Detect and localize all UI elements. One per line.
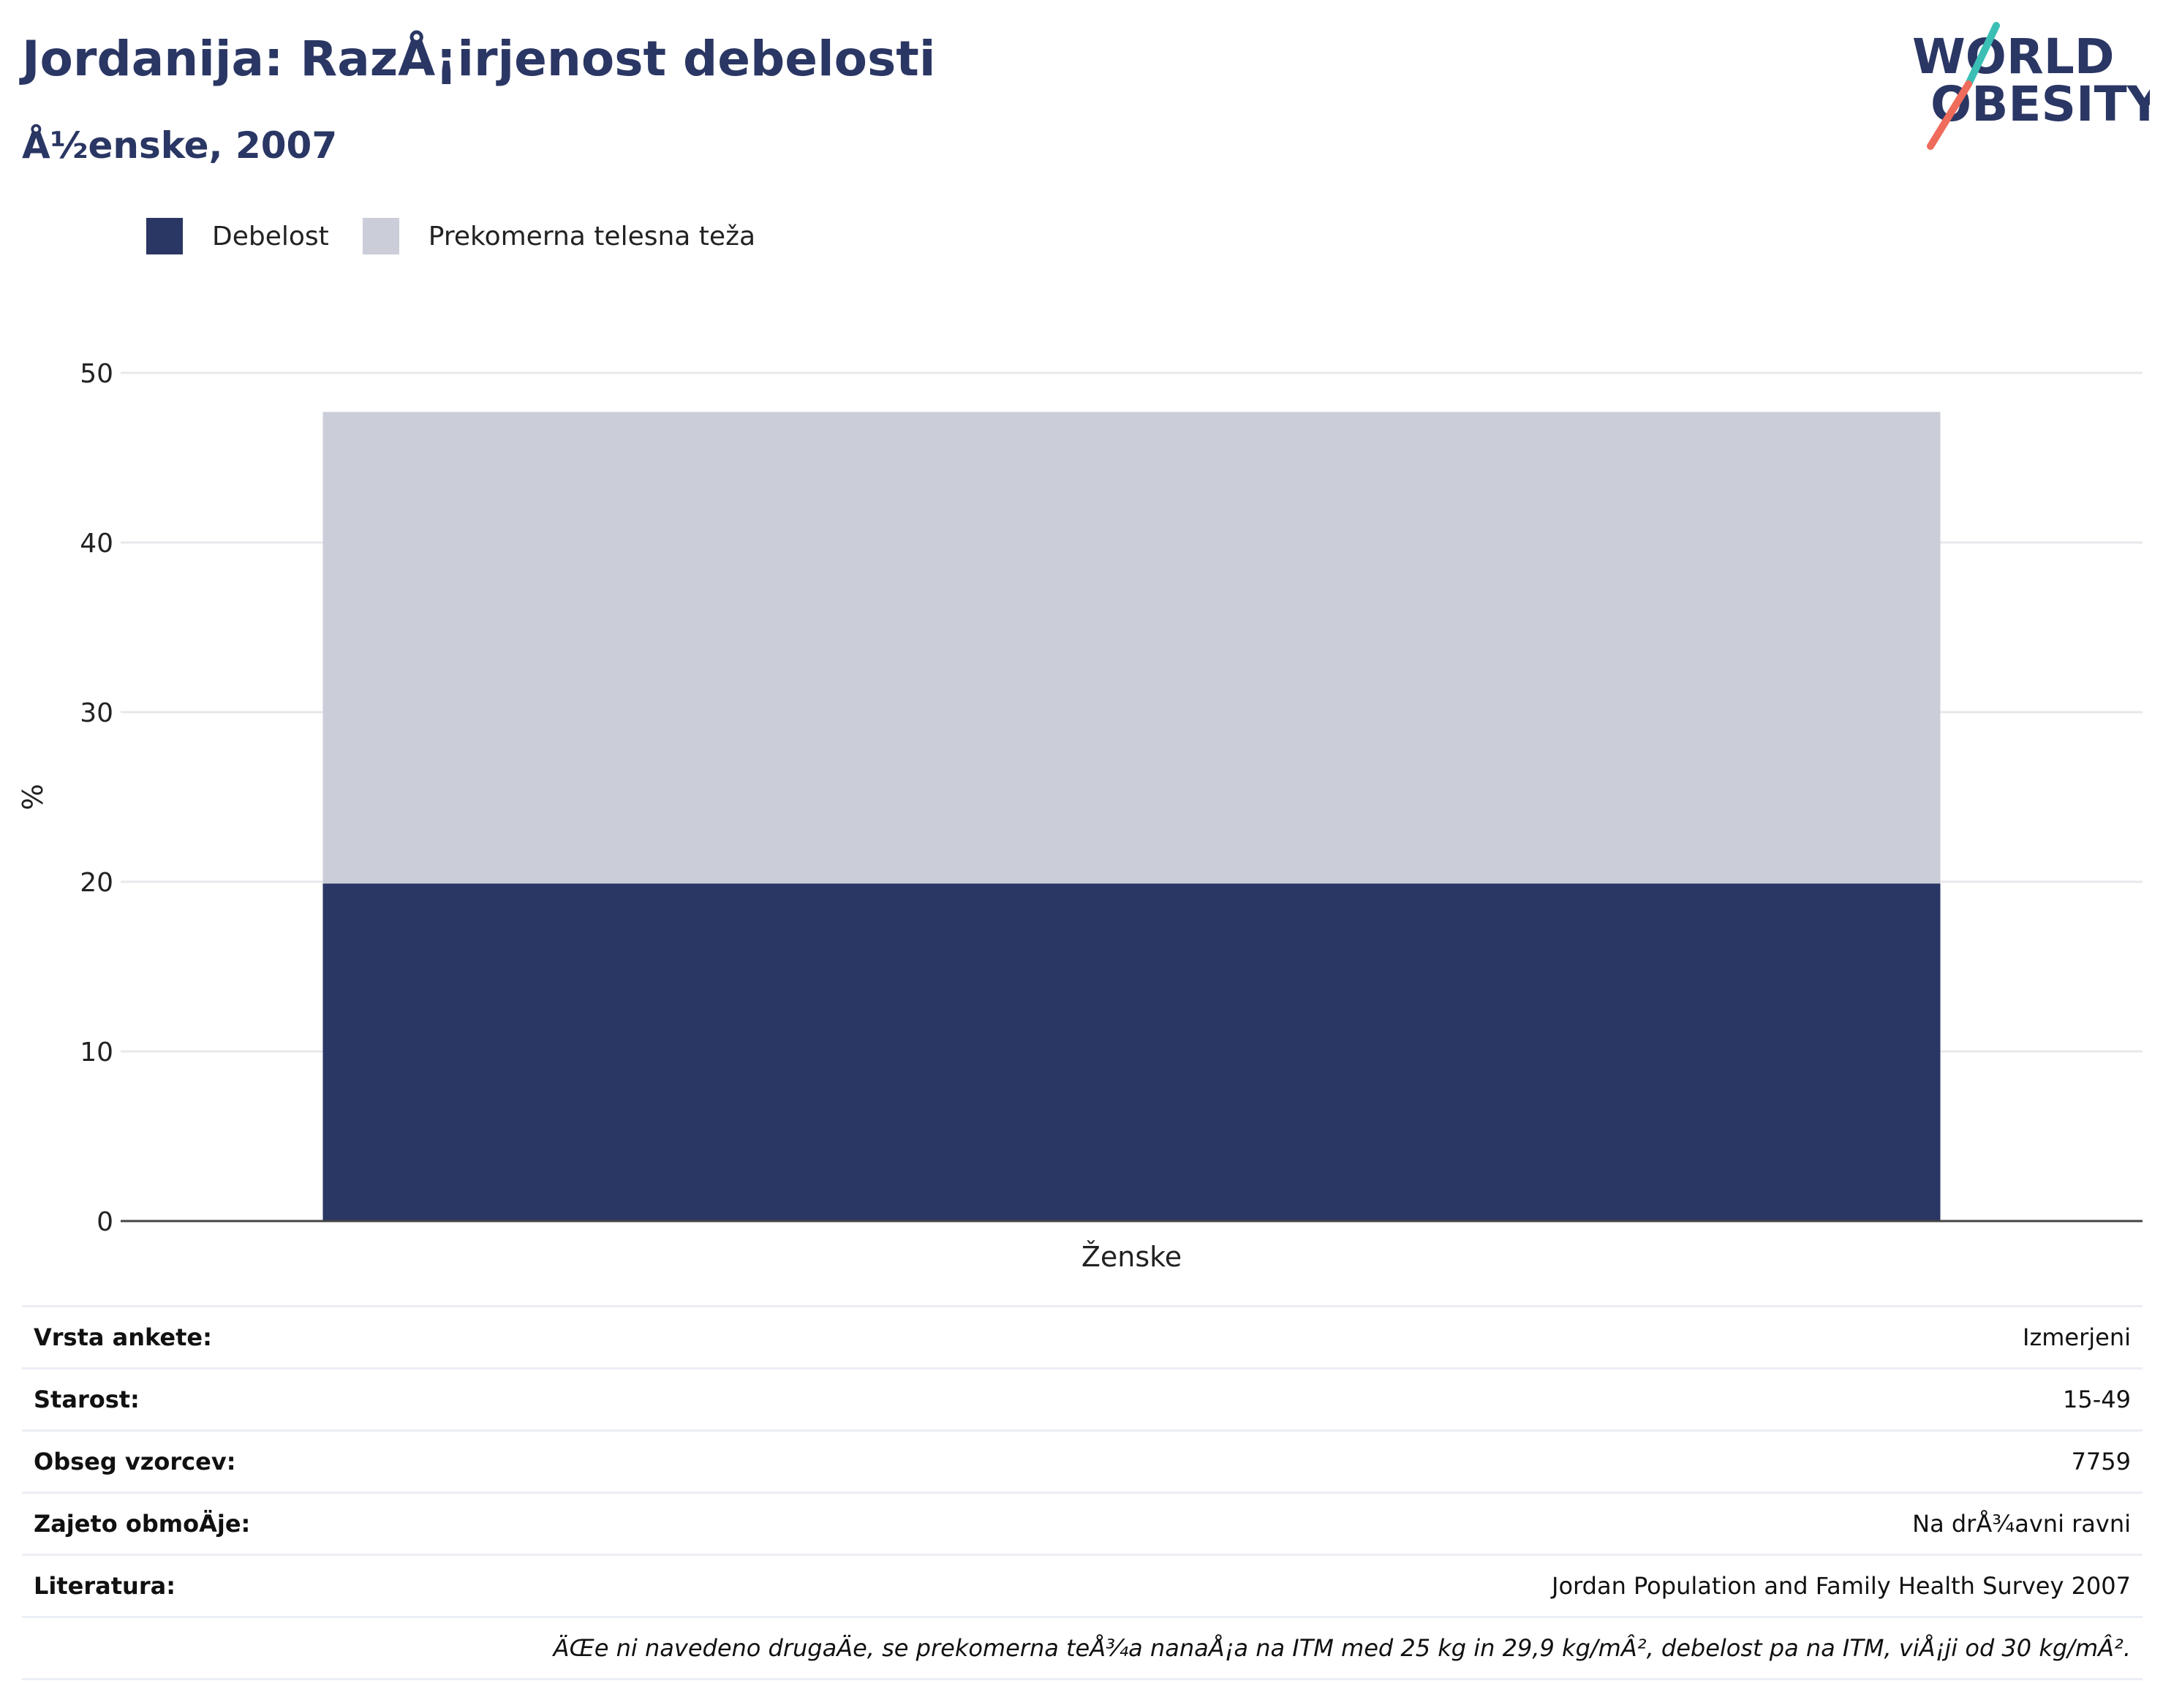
stacked-bar-chart: 0 10 20 30 40 50 Ženske % — [17, 359, 2143, 1272]
survey-info-table: Vrsta ankete: Izmerjeni Starost: 15-49 O… — [22, 1305, 2143, 1680]
chart-subtitle: Å½enske, 2007 — [22, 124, 338, 167]
info-label: Zajeto obmoÄje: — [22, 1492, 627, 1555]
legend-label-overweight: Prekomerna telesna teža — [428, 221, 756, 252]
info-value: Izmerjeni — [626, 1305, 2143, 1369]
chart-title: Jordanija: RazÅ¡irjenost debelosti — [22, 31, 936, 87]
logo-line-1: WORLD — [1912, 29, 2115, 85]
info-value: Jordan Population and Family Health Surv… — [626, 1554, 2143, 1617]
info-value: 7759 — [626, 1429, 2143, 1493]
y-tick-label: 40 — [80, 529, 113, 559]
legend-swatch-obesity — [146, 218, 183, 254]
legend-item-overweight[interactable]: Prekomerna telesna teža — [362, 218, 756, 254]
legend-label-obesity: Debelost — [212, 221, 329, 252]
info-label: Literatura: — [22, 1554, 627, 1617]
info-row-age: Starost: 15-49 — [22, 1367, 2143, 1431]
y-axis-label: % — [17, 784, 49, 810]
info-row-area-covered: Zajeto obmoÄje: Na drÅ¾avni ravni — [22, 1492, 2143, 1555]
bar-segment-overweight[interactable] — [322, 412, 1941, 884]
y-tick-label: 30 — [80, 698, 113, 728]
bar-segment-obesity[interactable] — [322, 883, 1941, 1221]
legend-swatch-overweight — [362, 218, 399, 254]
info-label: Obseg vzorcev: — [22, 1429, 627, 1493]
info-label: Starost: — [22, 1367, 627, 1431]
definition-note: ÄŒe ni navedeno drugaÄe, se prekomerna t… — [22, 1616, 2143, 1680]
world-obesity-logo: WORLD OBESITY — [1912, 22, 2150, 150]
logo-line-2: OBESITY — [1930, 76, 2150, 132]
x-tick-label: Ženske — [1082, 1241, 1182, 1272]
info-row-note: ÄŒe ni navedeno drugaÄe, se prekomerna t… — [22, 1616, 2143, 1680]
info-row-reference: Literatura: Jordan Population and Family… — [22, 1554, 2143, 1617]
info-row-sample-size: Obseg vzorcev: 7759 — [22, 1429, 2143, 1493]
info-label: Vrsta ankete: — [22, 1305, 627, 1369]
info-value: 15-49 — [626, 1367, 2143, 1431]
y-tick-label: 10 — [80, 1038, 113, 1068]
axis-layer: 0 10 20 30 40 50 Ženske — [80, 359, 2143, 1272]
y-tick-label: 50 — [80, 359, 113, 389]
chart-legend: Debelost Prekomerna telesna teža — [146, 216, 789, 257]
bar-layer — [322, 412, 1941, 1221]
y-tick-label: 20 — [80, 868, 113, 898]
legend-item-obesity[interactable]: Debelost — [146, 218, 329, 254]
info-value: Na drÅ¾avni ravni — [626, 1492, 2143, 1555]
y-tick-label: 0 — [97, 1207, 113, 1237]
info-row-survey-type: Vrsta ankete: Izmerjeni — [22, 1305, 2143, 1369]
